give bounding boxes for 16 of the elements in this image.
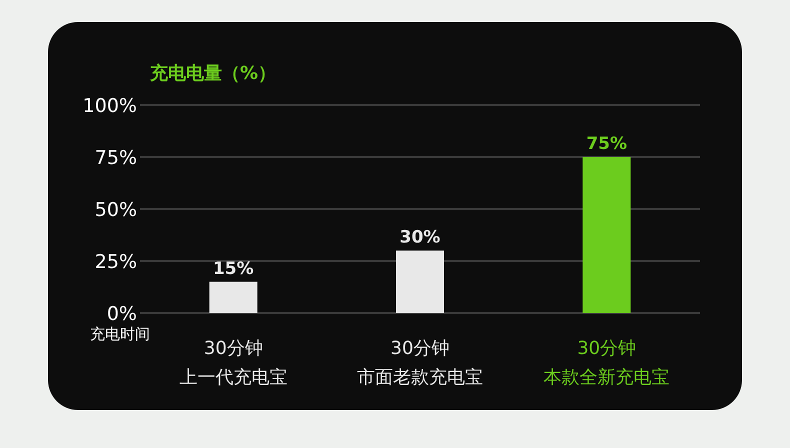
y-tick-label: 0% xyxy=(106,303,137,325)
y-tick-label: 25% xyxy=(94,251,137,273)
y-axis-title: 充电电量（%） xyxy=(149,63,276,84)
y-tick-label: 75% xyxy=(94,147,137,169)
data-label: 75% xyxy=(586,134,628,154)
x-axis-title: 充电时间 xyxy=(90,325,150,343)
x-tick-label: 30分钟本款全新充电宝 xyxy=(544,338,670,388)
data-label: 30% xyxy=(400,228,440,248)
bar xyxy=(396,250,444,313)
y-tick-label: 50% xyxy=(94,199,137,221)
x-tick-label: 30分钟上一代充电宝 xyxy=(179,338,288,388)
data-label: 15% xyxy=(212,258,254,279)
bar xyxy=(209,282,258,313)
bar xyxy=(582,157,631,313)
x-tick-label: 30分钟市面老款充电宝 xyxy=(357,338,483,388)
y-tick-label: 100% xyxy=(82,95,137,117)
